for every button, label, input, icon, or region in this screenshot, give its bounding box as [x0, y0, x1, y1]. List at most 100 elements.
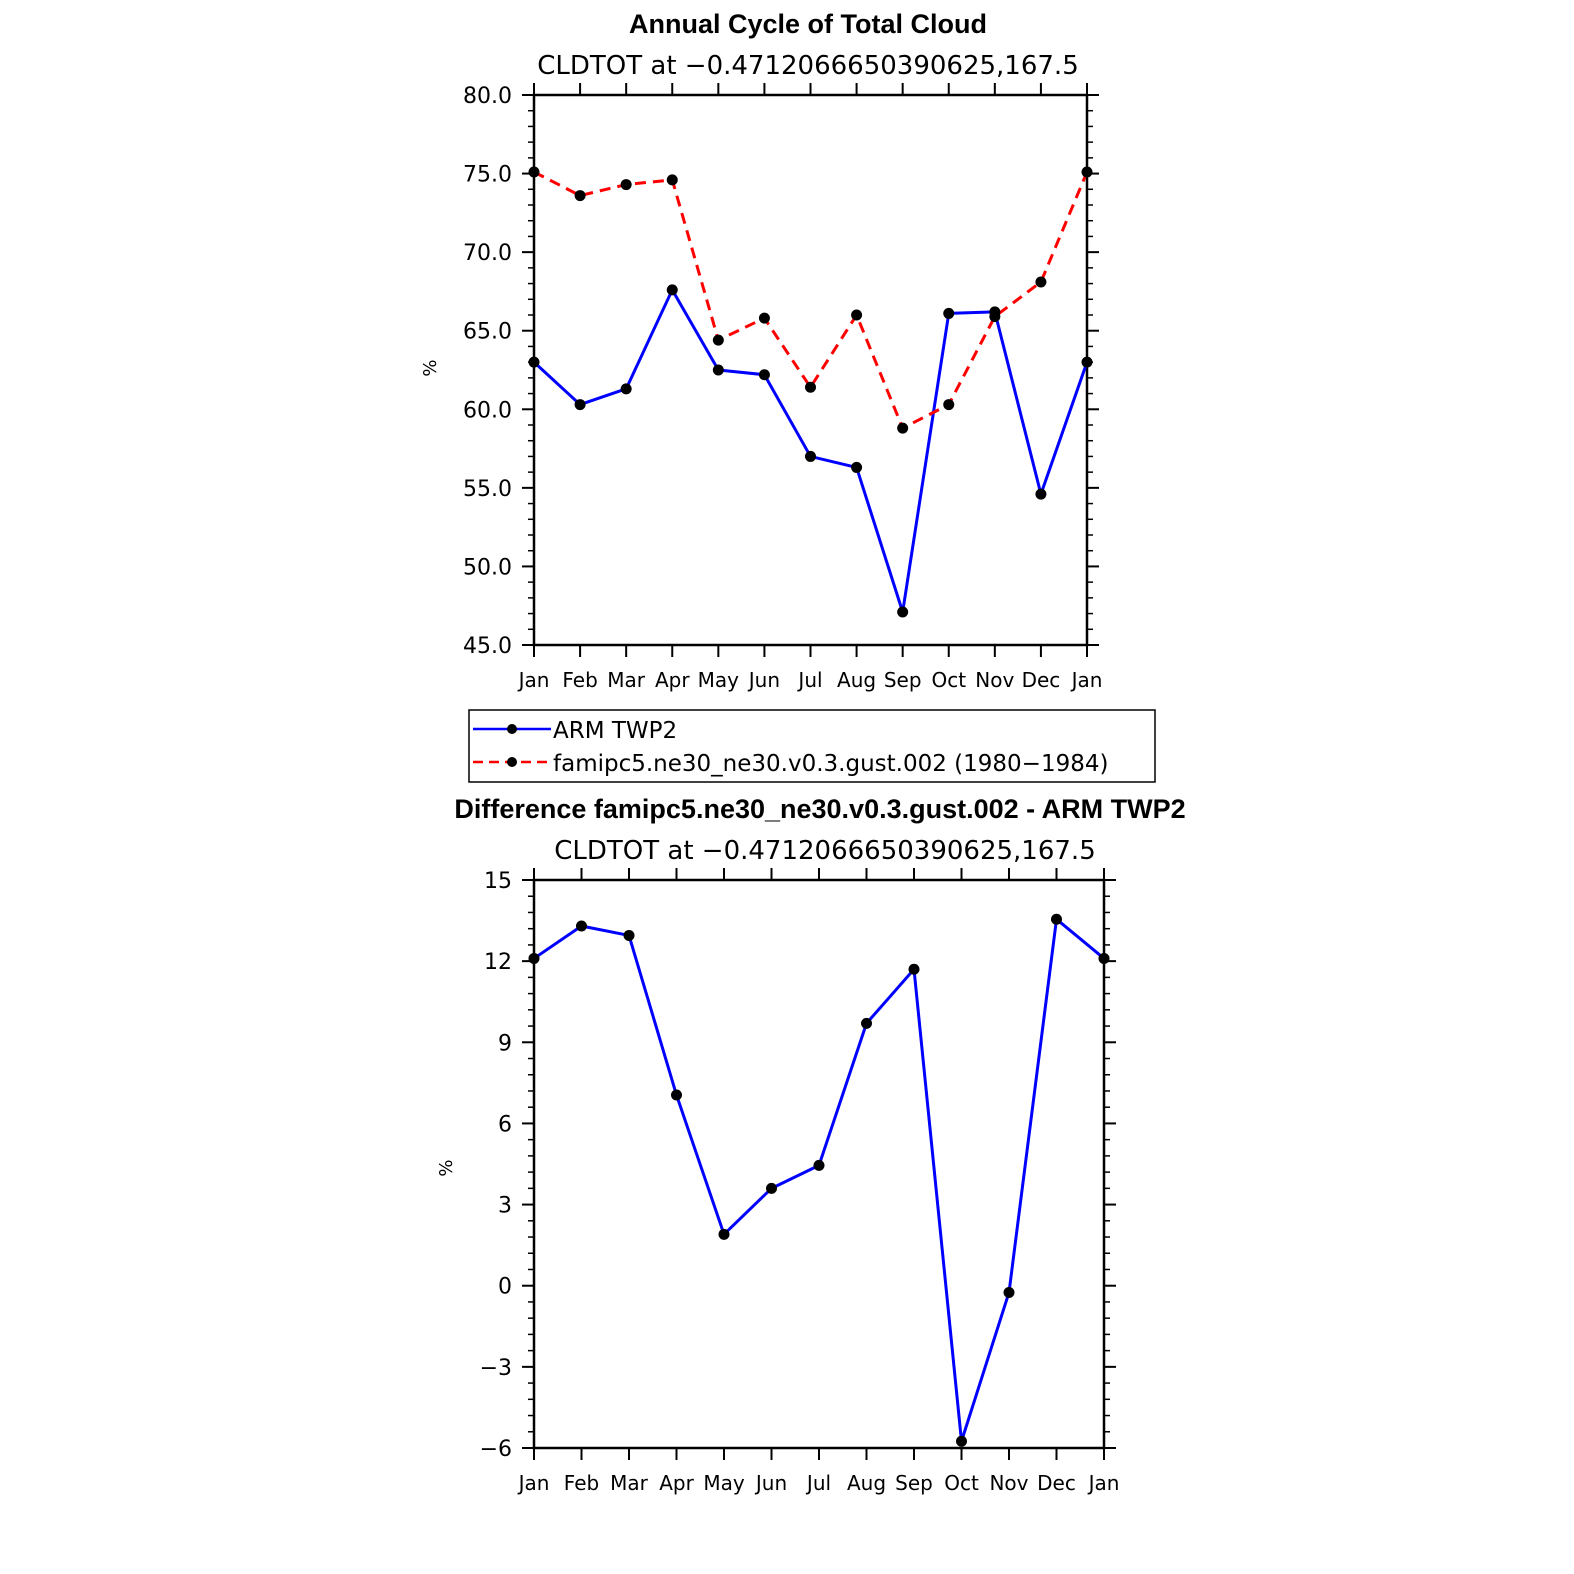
- x-tick-label: Jul: [796, 668, 822, 692]
- x-tick-label: Mar: [610, 1471, 649, 1495]
- x-tick-label: Dec: [1037, 1471, 1076, 1495]
- y-axis-label: %: [436, 1159, 457, 1176]
- x-tick-label: Jun: [754, 1471, 787, 1495]
- data-point: [851, 309, 863, 321]
- x-tick-label: May: [698, 668, 740, 692]
- data-point: [1035, 276, 1047, 288]
- y-tick-label: 3: [498, 1194, 512, 1219]
- series-layer: [528, 913, 1110, 1447]
- data-point: [574, 399, 586, 411]
- x-tick-label: Jul: [805, 1471, 831, 1495]
- data-point: [620, 383, 632, 395]
- y-tick-label: 75.0: [463, 163, 512, 188]
- data-point: [528, 356, 540, 368]
- x-tick-label: Sep: [895, 1471, 933, 1495]
- data-point: [666, 284, 678, 296]
- data-point: [805, 381, 816, 393]
- data-point: [1003, 1286, 1015, 1298]
- y-tick-label: −6: [480, 1437, 512, 1462]
- y-tick-label: 70.0: [463, 241, 512, 266]
- y-tick-label: −3: [480, 1356, 512, 1381]
- y-tick-label: 0: [498, 1275, 512, 1300]
- data-point: [712, 364, 724, 376]
- chart-subtitle: CLDTOT at −0.4712066650390625,167.5: [554, 836, 1096, 866]
- data-point: [956, 1435, 967, 1447]
- plot-frame: [532, 93, 1089, 647]
- y-tick-label: 15: [484, 869, 512, 894]
- y-tick-label: 55.0: [463, 477, 512, 502]
- data-point: [1081, 166, 1093, 178]
- data-point: [851, 461, 863, 473]
- data-point: [712, 334, 724, 346]
- data-point: [528, 952, 540, 964]
- chart-title: Difference famipc5.ne30_ne30.v0.3.gust.0…: [454, 794, 1185, 824]
- x-tick-label: Feb: [562, 668, 597, 692]
- data-point: [576, 920, 587, 932]
- chart-title: Annual Cycle of Total Cloud: [629, 9, 987, 39]
- data-point: [1098, 952, 1110, 964]
- data-point: [897, 422, 909, 434]
- legend-marker-model: [507, 757, 517, 767]
- data-point: [620, 179, 632, 191]
- x-tick-label: Apr: [659, 1471, 694, 1495]
- series-line-primary: [533, 917, 1105, 1443]
- x-tick-label: Aug: [837, 668, 876, 692]
- data-point: [1035, 488, 1047, 500]
- x-tick-label: Jan: [1070, 668, 1103, 692]
- x-tick-label: Jan: [517, 1471, 550, 1495]
- x-tick-label: Feb: [564, 1471, 599, 1495]
- y-axis-label: %: [420, 359, 441, 376]
- data-point: [666, 174, 678, 186]
- axes: −6 −3 0 3 6 9 12 15 Jan Feb Mar Apr May Jun Jul Aug Sep O…: [480, 868, 1120, 1495]
- legend-label-model: famipc5.ne30_ne30.v0.3.gust.002 (1980−19…: [553, 751, 1108, 777]
- y-tick-label: 60.0: [463, 398, 512, 423]
- data-point: [758, 312, 770, 324]
- legend-label-arm: ARM TWP2: [553, 718, 677, 744]
- data-point: [805, 450, 816, 462]
- data-point: [528, 166, 540, 178]
- legend: ARM TWP2 famipc5.ne30_ne30.v0.3.gust.002…: [468, 709, 1156, 783]
- data-point: [758, 369, 770, 381]
- x-tick-label: Nov: [989, 1471, 1028, 1495]
- data-point: [989, 311, 1001, 323]
- x-tick-label: May: [703, 1471, 745, 1495]
- x-tick-label: Jun: [747, 668, 780, 692]
- data-point: [943, 307, 955, 319]
- data-point: [671, 1089, 682, 1101]
- chart-subtitle: CLDTOT at −0.4712066650390625,167.5: [537, 51, 1079, 81]
- data-point: [766, 1182, 777, 1194]
- y-tick-label: 6: [498, 1112, 512, 1137]
- data-point: [861, 1017, 872, 1029]
- data-point: [1081, 356, 1093, 368]
- x-tick-label: Aug: [847, 1471, 886, 1495]
- x-tick-label: Mar: [607, 668, 646, 692]
- y-tick-label: 50.0: [463, 555, 512, 580]
- x-tick-label: Oct: [931, 668, 966, 692]
- annual-cycle-panel: Annual Cycle of Total Cloud CLDTOT at −0…: [420, 9, 1102, 692]
- x-tick-label: Jan: [1087, 1471, 1120, 1495]
- data-point: [897, 606, 909, 618]
- x-tick-label: Oct: [944, 1471, 979, 1495]
- legend-marker-arm: [507, 724, 517, 734]
- y-tick-label: 45.0: [463, 634, 512, 659]
- axes: 45.0 50.0 55.0 60.0 65.0 70.0 75.0 80.0 Jan Feb Ma…: [463, 83, 1102, 692]
- y-tick-label: 80.0: [463, 84, 512, 109]
- data-point: [908, 963, 920, 975]
- difference-panel: Difference famipc5.ne30_ne30.v0.3.gust.0…: [436, 794, 1186, 1495]
- x-tick-label: Nov: [975, 668, 1014, 692]
- data-point: [718, 1228, 730, 1240]
- data-point: [943, 399, 955, 411]
- data-point: [623, 929, 635, 941]
- legend-frame: [468, 709, 1156, 783]
- x-tick-label: Jan: [517, 668, 550, 692]
- y-tick-label: 9: [498, 1031, 512, 1056]
- x-tick-label: Sep: [884, 668, 922, 692]
- y-tick-label: 65.0: [463, 320, 512, 345]
- data-point: [813, 1159, 825, 1171]
- y-tick-label: 12: [484, 950, 512, 975]
- series-layer: [528, 166, 1093, 618]
- data-point: [574, 190, 586, 202]
- x-tick-label: Dec: [1022, 668, 1061, 692]
- data-point: [1051, 913, 1062, 925]
